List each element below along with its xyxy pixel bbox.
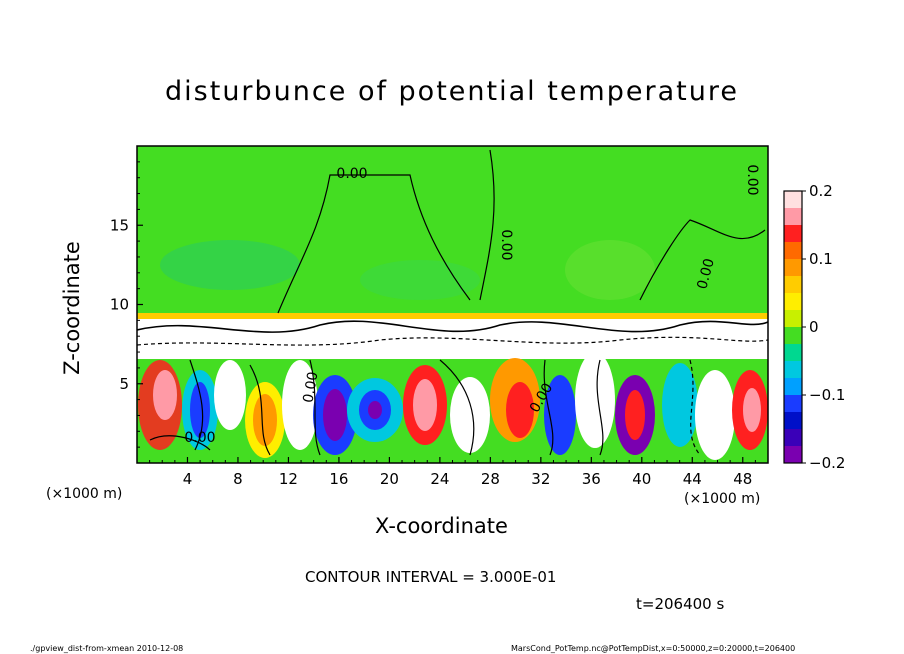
white-band	[137, 319, 768, 359]
colorbar-tick-label: 0	[809, 318, 819, 336]
colorbar-segment	[784, 446, 802, 464]
colorbar-segment	[784, 378, 802, 396]
inversion-band	[137, 313, 768, 319]
upper-warm-patch	[565, 240, 655, 300]
contour-label: 0.00	[744, 164, 760, 195]
footer-right: MarsCond_PotTemp.nc@PotTempDist,x=0:5000…	[511, 644, 796, 653]
colorbar-tick-label: 0.2	[809, 182, 833, 200]
contour-label: 0.00	[498, 229, 514, 260]
plot-area	[137, 146, 768, 463]
x-tick-label: 4	[183, 470, 193, 488]
colorbar-segment	[784, 225, 802, 243]
x-tick-label: 44	[683, 470, 702, 488]
x-tick-label: 40	[632, 470, 651, 488]
colorbar-segment	[784, 208, 802, 226]
contour-label: 0.00	[184, 430, 215, 446]
colorbar-segment	[784, 327, 802, 345]
x-tick-label: 20	[380, 470, 399, 488]
colorbar-segment	[784, 242, 802, 260]
colorbar-tick-label: 0.1	[809, 250, 833, 268]
y-tick-label: 10	[110, 296, 129, 314]
x-tick-label: 8	[233, 470, 243, 488]
lower-blobs	[138, 352, 768, 460]
x-axis-label: X-coordinate	[375, 514, 508, 538]
colorbar-segment	[784, 191, 802, 209]
colorbar-segment	[784, 429, 802, 447]
x-tick-label: 36	[582, 470, 601, 488]
colorbar-tick-label: −0.2	[809, 454, 845, 472]
colorbar-segment	[784, 344, 802, 362]
colorbar-tick-label: −0.1	[809, 386, 845, 404]
x-tick-label: 28	[481, 470, 500, 488]
colorbar-segment	[784, 361, 802, 379]
upper-patch-2	[360, 260, 480, 300]
colorbar-segment	[784, 310, 802, 328]
contour-lines	[137, 149, 768, 456]
colorbar: 0.2 0.1 0 −0.1 −0.2	[783, 182, 845, 472]
contour-labels: 0.000.000.000.000.000.000.00	[184, 164, 760, 446]
x-tick-label: 48	[733, 470, 752, 488]
x-tick-label: 32	[531, 470, 550, 488]
x-tick-label: 16	[329, 470, 348, 488]
contour-label: 0.00	[336, 166, 367, 182]
footer-left: ./gpview_dist-from-xmean 2010-12-08	[30, 644, 184, 653]
colorbar-segment	[784, 276, 802, 294]
colorbar-segment	[784, 259, 802, 277]
x-tick-label: 12	[279, 470, 298, 488]
y-tick-label: 15	[110, 216, 129, 234]
colorbar-segment	[784, 293, 802, 311]
chart-title: disturbunce of potential temperature	[165, 76, 739, 107]
x-unit-left: (×1000 m)	[46, 486, 123, 502]
contour-label: 0.00	[300, 371, 321, 404]
y-axis-label: Z-coordinate	[60, 241, 84, 375]
time-label: t=206400 s	[636, 595, 725, 613]
contour-interval: CONTOUR INTERVAL = 3.000E-01	[305, 568, 557, 586]
upper-cool-patch	[160, 240, 300, 290]
y-ticks: 5 10 15	[110, 161, 143, 448]
colorbar-segment	[784, 395, 802, 413]
colorbar-segment	[784, 412, 802, 430]
x-unit-right: (×1000 m)	[684, 491, 761, 507]
y-tick-label: 5	[119, 375, 129, 393]
x-tick-label: 24	[430, 470, 449, 488]
x-ticks: 4 8 12 16 20 24 28 32 36 40 44 48	[149, 457, 756, 488]
contour-label: 0.00	[694, 257, 718, 291]
